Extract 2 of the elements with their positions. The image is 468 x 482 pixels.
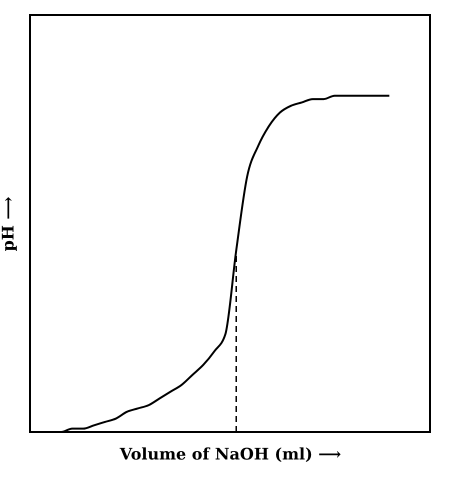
y-axis-title: pH ⟶ — [0, 196, 18, 252]
x-axis-title: Volume of NaOH (ml) ⟶ — [118, 444, 342, 464]
